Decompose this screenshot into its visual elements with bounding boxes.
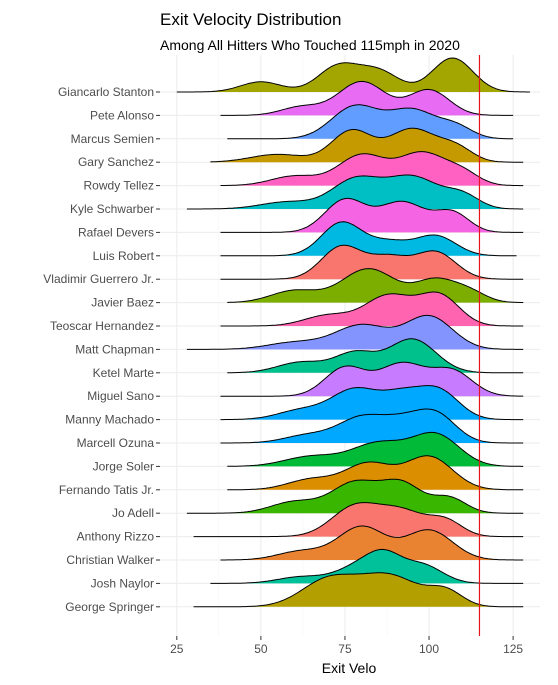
y-tick-label: Josh Naylor [91, 576, 154, 590]
ridge-outline [227, 431, 524, 467]
y-tick-label: Giancarlo Stanton [58, 85, 154, 99]
ridge-fill [193, 572, 524, 607]
ridge-outline [220, 80, 514, 116]
ridge-outline [227, 268, 524, 303]
ridge-outline [220, 291, 524, 327]
ridge-outline [220, 385, 524, 421]
ridge-outline [176, 57, 530, 93]
ridge-fill [220, 245, 524, 280]
y-tick-label: Ketel Marte [93, 366, 155, 380]
y-tick-label: Anthony Rizzo [77, 530, 155, 544]
ridge-fill [186, 315, 524, 350]
ridge-outline [220, 408, 524, 444]
ridge-outline [220, 244, 524, 280]
y-tick-label: Christian Walker [66, 553, 154, 567]
ridge-outline [186, 174, 524, 210]
y-tick-label: George Springer [65, 600, 154, 614]
ridge-outline [193, 502, 524, 538]
ridge-outline [227, 338, 524, 374]
y-tick-label: Rafael Devers [78, 225, 154, 239]
chart-subtitle: Among All Hitters Who Touched 115mph in … [160, 37, 460, 53]
ridge-fill [210, 549, 524, 584]
ridge-fill [220, 81, 514, 116]
y-tick-label: Miguel Sano [87, 389, 154, 403]
y-axis-labels: Giancarlo Stanton Pete Alonso Marcus Semie… [43, 85, 160, 614]
y-tick-label: Gary Sanchez [78, 155, 154, 169]
y-tick-label: Marcus Semien [71, 132, 154, 146]
ridge-fill [210, 128, 524, 163]
ridge-fill [220, 292, 524, 326]
ridges [176, 57, 530, 608]
y-tick-label: Kyle Schwarber [70, 202, 154, 216]
ridge-fill [186, 479, 524, 514]
y-tick-label: Teoscar Hernandez [50, 319, 154, 333]
y-tick-label: Vladimir Guerrero Jr. [43, 272, 154, 286]
ridge-fill [193, 502, 524, 537]
ridge-fill [220, 385, 524, 420]
chart-title: Exit Velocity Distribution [160, 10, 341, 29]
y-tick-label: Marcell Ozuna [77, 436, 155, 450]
ridge-fill [227, 455, 524, 490]
ridge-fill [220, 362, 524, 397]
ridge-fill [227, 338, 524, 373]
ridge-outline [227, 104, 514, 140]
x-axis-ticks: 25 50 75 100 125 [170, 636, 523, 656]
ridge-fill [220, 198, 524, 233]
ridge-outline [210, 127, 524, 163]
ridge-fill [220, 409, 524, 443]
x-tick-label: 25 [170, 642, 184, 656]
ridge-fill [186, 175, 524, 209]
ridge-outline [220, 525, 524, 561]
y-tick-label: Fernando Tatis Jr. [59, 483, 154, 497]
y-tick-label: Manny Machado [65, 413, 154, 427]
y-tick-label: Javier Baez [91, 296, 154, 310]
y-tick-label: Rowdy Tellez [84, 179, 154, 193]
x-axis-title: Exit Velo [322, 660, 377, 676]
x-tick-label: 100 [419, 642, 439, 656]
y-tick-label: Luis Robert [93, 249, 155, 263]
y-tick-label: Jorge Soler [93, 459, 154, 473]
ridge-outline [220, 221, 517, 257]
ridge-outline [186, 478, 524, 514]
ridge-outline [227, 455, 524, 491]
ridge-outline [220, 361, 524, 397]
y-tick-label: Jo Adell [112, 506, 154, 520]
ridge-outline [186, 314, 524, 350]
ridge-fill [220, 221, 517, 256]
x-tick-label: 75 [338, 642, 352, 656]
ridge-fill [220, 526, 524, 560]
x-tick-label: 125 [503, 642, 523, 656]
y-tick-label: Pete Alonso [90, 108, 154, 122]
ridge-outline [210, 548, 524, 584]
ridge-outline [220, 151, 524, 187]
x-tick-label: 50 [254, 642, 268, 656]
ridge-fill [227, 104, 514, 139]
ridge-outline [220, 197, 524, 233]
ridge-fill [227, 268, 524, 303]
ridge-fill [176, 58, 530, 92]
y-tick-label: Matt Chapman [75, 342, 154, 356]
ridge-fill [227, 432, 524, 467]
ridge-outline [193, 572, 524, 608]
